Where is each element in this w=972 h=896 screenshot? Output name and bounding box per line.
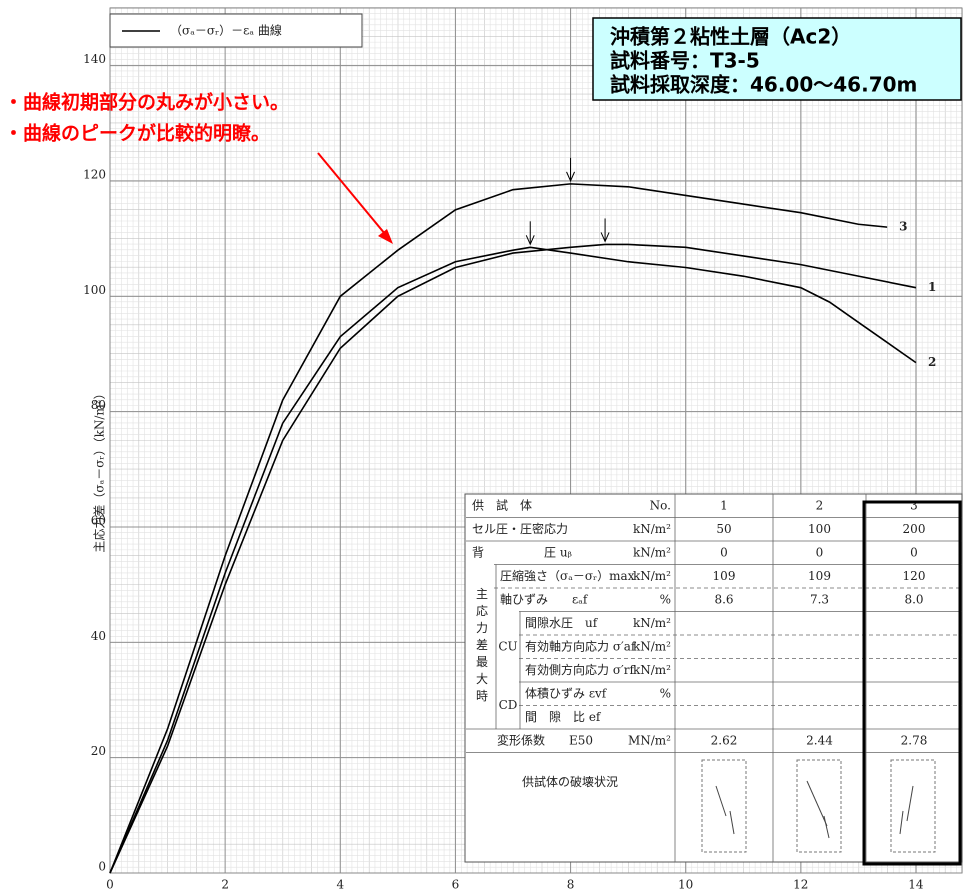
annotation-arrow — [317, 152, 391, 241]
cell: 100 — [808, 522, 831, 536]
x-tick-label: 0 — [106, 878, 114, 892]
cell: 0 — [720, 545, 728, 559]
cell: 2.44 — [806, 733, 833, 747]
y-tick-label: 60 — [91, 514, 106, 528]
y-tick-label: 0 — [98, 860, 106, 874]
info-line: 試料採取深度：46.00〜46.70m — [610, 73, 917, 97]
cell: 3 — [910, 498, 918, 512]
row-label: 供 試 体 — [472, 497, 532, 512]
y-tick-label: 100 — [83, 283, 106, 297]
group-label: CD — [499, 698, 518, 712]
cell: 109 — [808, 569, 831, 583]
x-tick-label: 2 — [221, 878, 229, 892]
cell: 0 — [910, 545, 918, 559]
cell: 120 — [903, 569, 926, 583]
info-line: 試料番号：T3-5 — [610, 49, 760, 73]
peak-arrowhead — [566, 171, 575, 183]
row-unit: No. — [650, 498, 671, 512]
row-label: 圧縮強さ（σₐ－σᵣ）max — [500, 568, 635, 583]
info-line: 沖積第２粘性土層（Ac2） — [610, 25, 851, 49]
y-tick-label: 120 — [83, 168, 106, 182]
crack — [806, 780, 828, 827]
plot-frame — [109, 7, 963, 874]
row-unit: MN/m² — [628, 733, 671, 747]
row-unit: kN/m² — [633, 663, 671, 677]
curve — [109, 243, 917, 874]
x-tick-label: 12 — [793, 878, 808, 892]
specimen — [701, 759, 747, 853]
legend-label: （σₐ－σᵣ）－εₐ 曲線 — [170, 23, 282, 38]
row-label: 軸ひずみ εₐf — [500, 592, 589, 606]
row-label: 変形係数 E50 — [497, 732, 593, 747]
specimen — [796, 759, 842, 853]
info-box — [592, 17, 962, 101]
x-tick-label: 4 — [336, 878, 344, 892]
row-label: 供試体の破壊状況 — [522, 774, 618, 789]
crack — [899, 810, 904, 835]
row-label: 有効側方向応力 σ′rf — [525, 662, 635, 677]
annotation-arrowhead — [378, 229, 393, 244]
series-label: 3 — [899, 220, 907, 234]
crack — [715, 785, 727, 817]
y-tick-label: 20 — [91, 744, 106, 758]
x-tick-label: 6 — [452, 878, 460, 892]
series-label: 1 — [928, 280, 936, 294]
row-label: セル圧・圧密応力 — [472, 521, 568, 536]
cell: 2.62 — [711, 733, 738, 747]
y-tick-label: 140 — [83, 52, 106, 66]
row-unit: kN/m² — [633, 522, 671, 536]
x-tick-label: 14 — [908, 878, 924, 892]
curve — [109, 183, 888, 874]
cell: 8.6 — [714, 592, 733, 606]
cell: 0 — [816, 545, 824, 559]
row-label: 背 圧 uᵦ — [472, 545, 572, 559]
annotation: ・曲線のピークが比較的明瞭。 — [4, 122, 270, 145]
table-bg — [464, 493, 963, 863]
y-axis-title: 主応力差（σₐ－σᵣ）（kN/m²） — [93, 387, 107, 552]
group-label: CU — [498, 639, 517, 653]
crack — [823, 815, 830, 839]
peak-arrowhead — [525, 235, 535, 246]
curve — [109, 246, 917, 874]
cell: 7.3 — [810, 592, 829, 606]
cell: 2.78 — [901, 733, 928, 747]
row-unit: kN/m² — [633, 639, 671, 653]
group-label: 主応力差最大時 — [475, 587, 489, 706]
annotation: ・曲線初期部分の丸みが小さい。 — [4, 91, 289, 114]
cell: 2 — [816, 498, 824, 512]
cell: 109 — [713, 569, 736, 583]
specimen — [890, 759, 936, 853]
cell: 8.0 — [904, 592, 923, 606]
row-label: 間隙水圧 uf — [525, 616, 599, 630]
x-tick-label: 10 — [678, 878, 693, 892]
cell: 1 — [720, 498, 728, 512]
row-unit: kN/m² — [633, 569, 671, 583]
crack — [729, 810, 735, 835]
series-label: 2 — [928, 355, 936, 369]
table: 供 試 体 No. 1 2 3 セル圧・圧密応力 kN/m² 50 100 200 背 圧 uᵦ kN… — [464, 493, 963, 866]
highlight-col — [862, 500, 962, 866]
row-unit: % — [660, 592, 671, 606]
x-tick-label: 8 — [567, 878, 575, 892]
row-label: 間 隙 比 ef — [525, 710, 602, 724]
row-unit: kN/m² — [633, 545, 671, 559]
row-label: 有効軸方向応力 σ′af — [525, 638, 637, 653]
row-unit: % — [660, 686, 671, 700]
cell: 50 — [716, 522, 731, 536]
row-unit: kN/m² — [633, 616, 671, 630]
y-tick-label: 40 — [91, 629, 106, 643]
peak-arrowhead — [600, 232, 610, 243]
y-tick-label: 80 — [91, 398, 106, 412]
cell: 200 — [903, 522, 926, 536]
plot: 1 2 3 — [109, 157, 936, 874]
row-label: 体積ひずみ εvf — [525, 685, 608, 700]
crack — [906, 785, 914, 822]
